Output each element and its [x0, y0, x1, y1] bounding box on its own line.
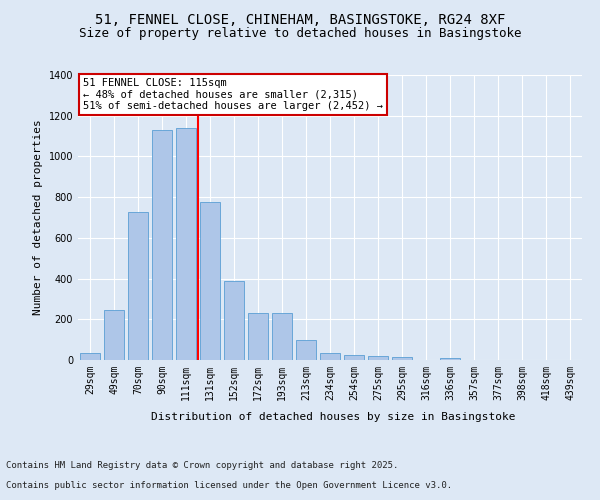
Bar	[440, 358, 460, 360]
Bar	[224, 280, 244, 360]
Bar	[176, 128, 196, 360]
Bar	[296, 340, 316, 360]
Bar	[248, 313, 268, 360]
Bar	[272, 313, 292, 360]
Text: Contains HM Land Registry data © Crown copyright and database right 2025.: Contains HM Land Registry data © Crown c…	[6, 461, 398, 470]
Text: 51, FENNEL CLOSE, CHINEHAM, BASINGSTOKE, RG24 8XF: 51, FENNEL CLOSE, CHINEHAM, BASINGSTOKE,…	[95, 12, 505, 26]
Bar	[200, 202, 220, 360]
Bar	[368, 356, 388, 360]
Y-axis label: Number of detached properties: Number of detached properties	[33, 120, 43, 316]
Text: Size of property relative to detached houses in Basingstoke: Size of property relative to detached ho…	[79, 28, 521, 40]
Bar	[104, 310, 124, 360]
Bar	[344, 355, 364, 360]
Bar	[320, 353, 340, 360]
Text: Distribution of detached houses by size in Basingstoke: Distribution of detached houses by size …	[151, 412, 515, 422]
Bar	[392, 356, 412, 360]
Text: Contains public sector information licensed under the Open Government Licence v3: Contains public sector information licen…	[6, 481, 452, 490]
Bar	[80, 353, 100, 360]
Text: 51 FENNEL CLOSE: 115sqm
← 48% of detached houses are smaller (2,315)
51% of semi: 51 FENNEL CLOSE: 115sqm ← 48% of detache…	[83, 78, 383, 111]
Bar	[128, 212, 148, 360]
Bar	[152, 130, 172, 360]
